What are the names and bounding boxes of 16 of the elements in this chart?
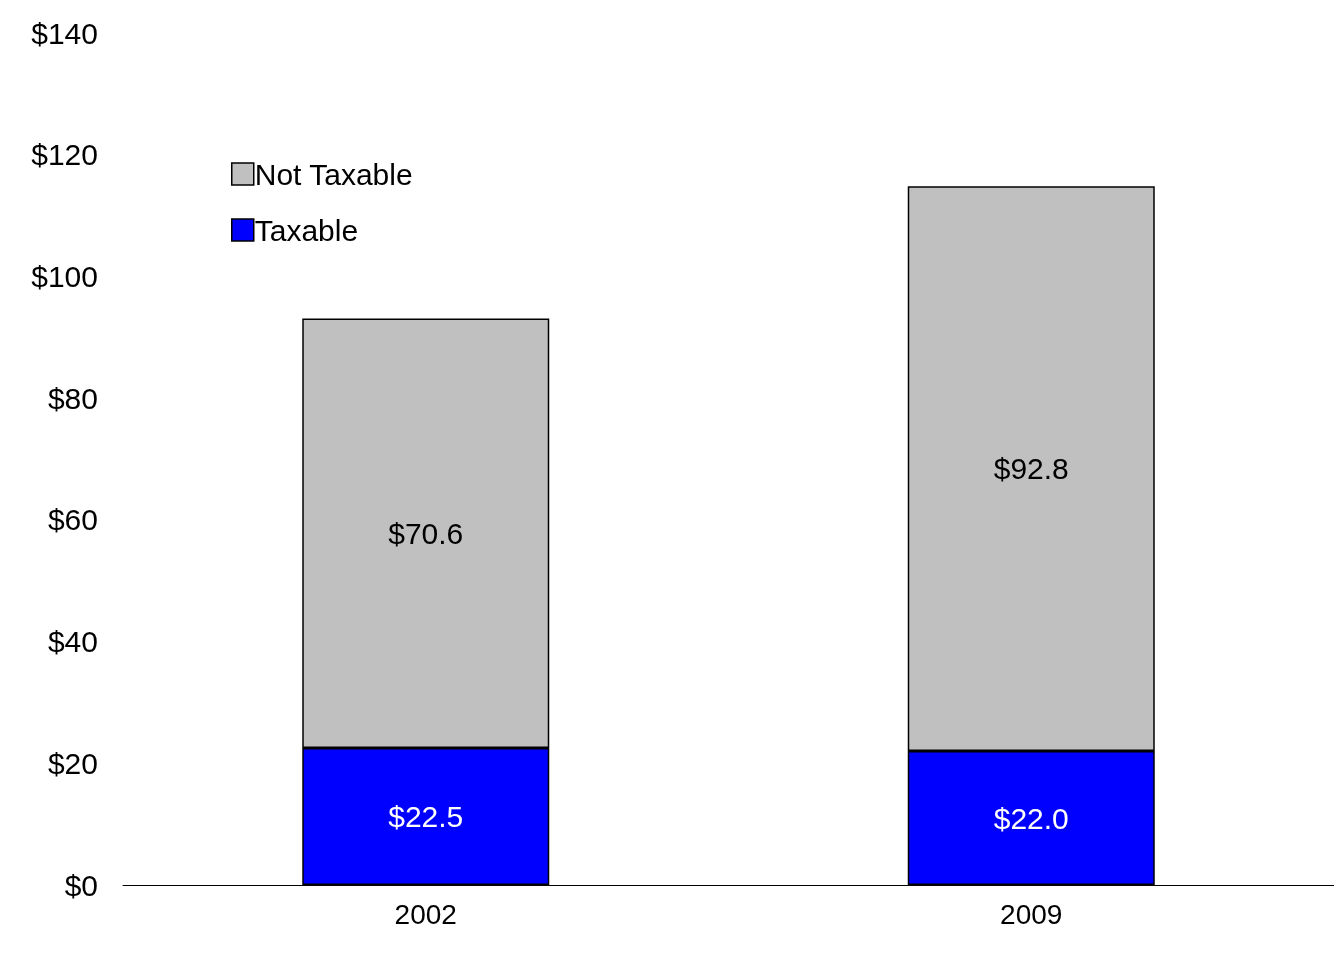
- y-tick-label: $80: [47, 381, 98, 415]
- x-tick-label: 2009: [1000, 898, 1063, 930]
- legend-label: Taxable: [254, 213, 359, 247]
- x-tick-label: 2002: [394, 898, 457, 930]
- y-tick-label: $60: [47, 503, 98, 537]
- y-tick-label: $100: [31, 259, 98, 293]
- data-label: $22.5: [388, 800, 464, 834]
- legend-label: Not Taxable: [254, 157, 413, 191]
- y-tick-label: $120: [31, 138, 98, 172]
- y-tick-label: $0: [64, 868, 98, 902]
- y-tick-label: $40: [47, 625, 98, 659]
- y-tick-label: $20: [47, 746, 98, 780]
- data-label: $22.0: [993, 801, 1069, 835]
- data-label: $70.6: [388, 516, 464, 550]
- y-tick-label: $140: [31, 16, 98, 50]
- data-label: $92.8: [993, 452, 1069, 486]
